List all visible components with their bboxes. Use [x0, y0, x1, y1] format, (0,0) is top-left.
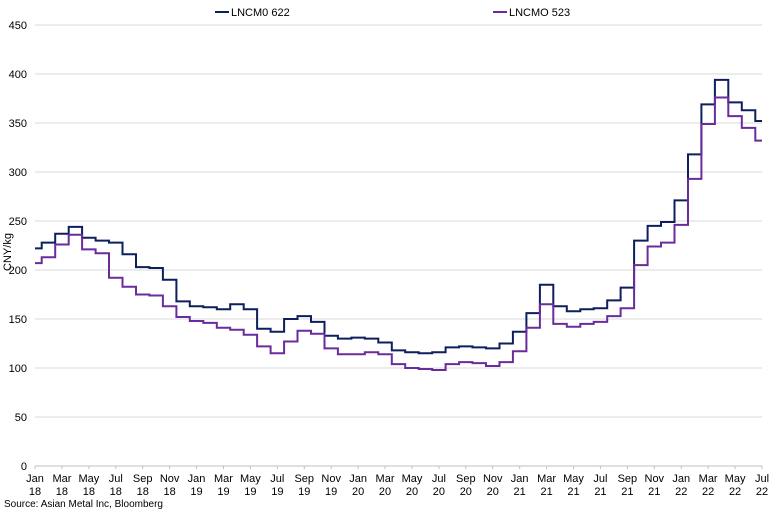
x-tick-month: Mar: [52, 473, 71, 485]
y-tick-label: 200: [9, 265, 27, 277]
x-tick-month: May: [78, 473, 99, 485]
x-tick-year: 22: [702, 486, 714, 498]
x-tick-year: 19: [217, 486, 229, 498]
x-tick-month: Jan: [188, 473, 206, 485]
x-tick-month: Sep: [456, 473, 476, 485]
x-tick-year: 22: [675, 486, 687, 498]
x-tick-month: Mar: [699, 473, 718, 485]
legend-label: LNCM0 622: [231, 7, 290, 19]
x-tick-month: Jan: [672, 473, 690, 485]
y-tick-label: 150: [9, 314, 27, 326]
x-tick-month: Jul: [270, 473, 284, 485]
x-tick-month: Sep: [618, 473, 638, 485]
axes: 050100150200250300350400450Jan18Mar18May…: [9, 20, 769, 498]
x-tick-month: Mar: [214, 473, 233, 485]
x-tick-year: 20: [487, 486, 499, 498]
x-tick-year: 18: [83, 486, 95, 498]
x-tick-year: 22: [756, 486, 768, 498]
x-tick-month: Sep: [294, 473, 314, 485]
x-tick-year: 21: [648, 486, 660, 498]
x-tick-year: 21: [621, 486, 633, 498]
x-tick-year: 20: [433, 486, 445, 498]
y-tick-label: 400: [9, 69, 27, 81]
x-tick-month: Nov: [160, 473, 180, 485]
x-tick-year: 22: [729, 486, 741, 498]
gridlines: [35, 24, 762, 418]
x-tick-year: 20: [460, 486, 472, 498]
x-tick-year: 18: [137, 486, 149, 498]
series-line-1: [35, 78, 762, 355]
x-tick-year: 21: [514, 486, 526, 498]
x-tick-month: Jan: [511, 473, 529, 485]
x-tick-month: Nov: [645, 473, 665, 485]
x-tick-month: May: [240, 473, 261, 485]
x-tick-month: Jul: [109, 473, 123, 485]
x-tick-month: Sep: [133, 473, 153, 485]
x-tick-year: 20: [352, 486, 364, 498]
x-tick-year: 19: [190, 486, 202, 498]
x-tick-month: Jul: [593, 473, 607, 485]
x-tick-month: May: [725, 473, 746, 485]
x-tick-year: 20: [406, 486, 418, 498]
y-tick-label: 50: [15, 412, 27, 424]
x-tick-month: Mar: [376, 473, 395, 485]
x-tick-year: 21: [567, 486, 579, 498]
x-tick-year: 18: [29, 486, 41, 498]
x-tick-year: 18: [56, 486, 68, 498]
x-tick-month: Jan: [26, 473, 44, 485]
y-tick-label: 450: [9, 20, 27, 32]
series-lines: [35, 78, 762, 371]
x-tick-month: May: [402, 473, 423, 485]
x-tick-year: 18: [110, 486, 122, 498]
x-tick-month: Mar: [537, 473, 556, 485]
x-tick-year: 21: [540, 486, 552, 498]
x-tick-month: Nov: [483, 473, 503, 485]
y-tick-label: 300: [9, 167, 27, 179]
source-note: Source: Asian Metal Inc, Bloomberg: [4, 499, 163, 510]
x-tick-year: 20: [379, 486, 391, 498]
y-tick-label: 0: [21, 461, 27, 473]
x-tick-month: Nov: [321, 473, 341, 485]
y-tick-label: 250: [9, 216, 27, 228]
y-tick-label: 350: [9, 118, 27, 130]
x-tick-year: 19: [298, 486, 310, 498]
x-tick-month: May: [563, 473, 584, 485]
x-tick-year: 19: [325, 486, 337, 498]
legend: LNCM0 622 LNCMO 523: [215, 7, 570, 19]
x-tick-month: Jul: [432, 473, 446, 485]
series-line-2: [35, 96, 762, 371]
x-tick-year: 19: [271, 486, 283, 498]
y-tick-label: 100: [9, 363, 27, 375]
x-tick-year: 21: [594, 486, 606, 498]
x-tick-year: 19: [244, 486, 256, 498]
legend-label: LNCMO 523: [509, 7, 570, 19]
x-tick-year: 18: [164, 486, 176, 498]
x-tick-month: Jan: [349, 473, 367, 485]
y-axis-title: CNY/kg: [2, 233, 14, 271]
x-tick-month: Jul: [755, 473, 769, 485]
